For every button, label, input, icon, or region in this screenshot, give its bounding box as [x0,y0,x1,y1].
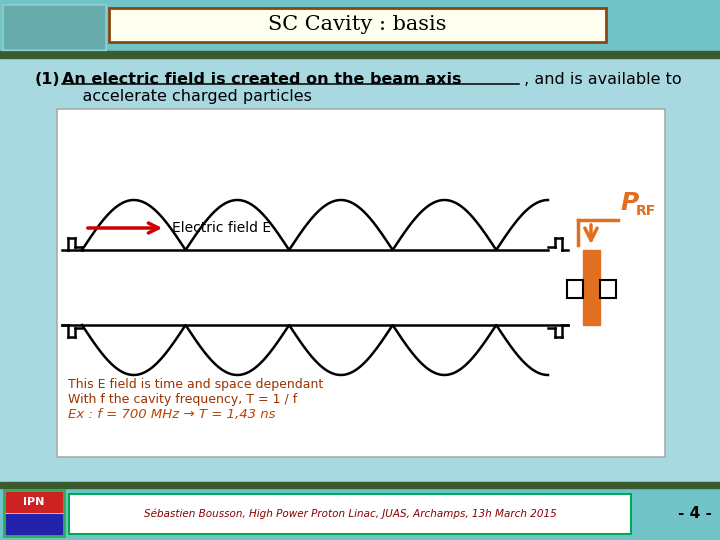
Bar [0,51,720,58]
Text: , and is available to: , and is available to [519,72,682,87]
Bar [2,4,106,50]
Bar [0,0,720,52]
Text: P: P [620,191,639,215]
Bar [6,514,62,534]
Bar [600,280,616,298]
Bar [0,482,720,488]
Text: Electric field E: Electric field E [172,221,271,235]
Bar [4,490,64,536]
Text: accelerate charged particles: accelerate charged particles [62,89,312,104]
Text: SC Cavity : basis: SC Cavity : basis [268,16,446,35]
Text: (1): (1) [35,72,60,87]
Bar [583,250,600,325]
Text: This E field is time and space dependant: This E field is time and space dependant [68,378,323,391]
FancyBboxPatch shape [69,494,631,534]
FancyBboxPatch shape [109,8,606,42]
Bar [567,280,583,298]
Text: RF: RF [636,204,656,218]
Text: Sébastien Bousson, High Power Proton Linac, JUAS, Archamps, 13h March 2015: Sébastien Bousson, High Power Proton Lin… [143,509,557,519]
Bar [0,58,720,483]
Text: - 4 -: - 4 - [678,507,712,522]
Bar [57,109,665,457]
Bar [4,6,104,48]
Text: IPN: IPN [23,497,45,507]
Text: Ex : f = 700 MHz → T = 1,43 ns: Ex : f = 700 MHz → T = 1,43 ns [68,408,276,421]
Text: With f the cavity frequency, T = 1 / f: With f the cavity frequency, T = 1 / f [68,393,297,406]
Bar [6,492,62,512]
Bar [0,483,720,540]
Text: An electric field is created on the beam axis: An electric field is created on the beam… [62,72,462,87]
